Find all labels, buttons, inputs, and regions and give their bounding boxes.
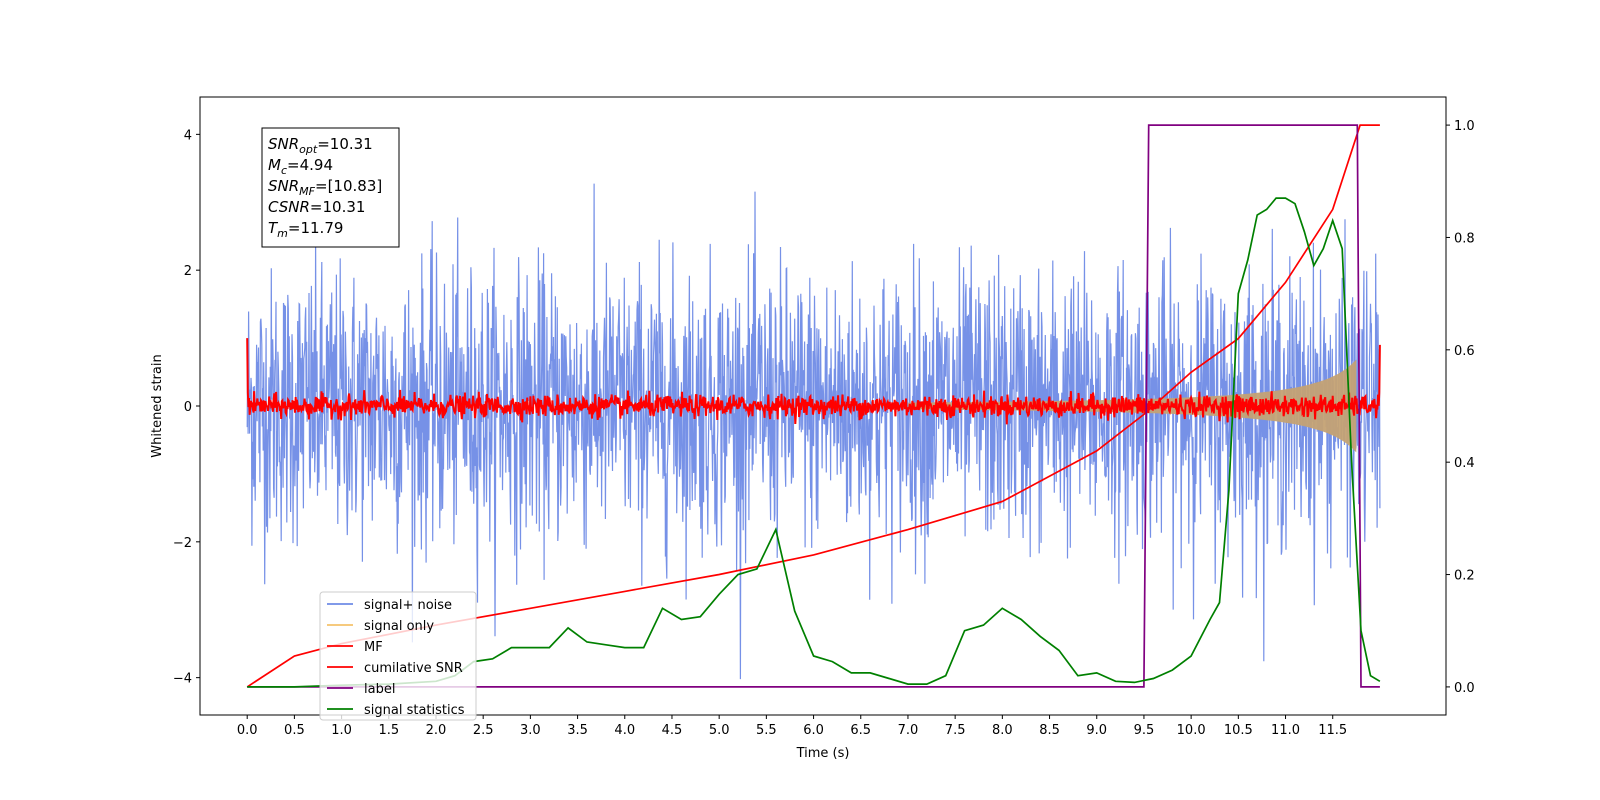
annotation-subscript: m (277, 227, 288, 240)
series-signal-statistics (247, 197, 1381, 688)
y-left-tick-label: 4 (184, 128, 192, 143)
x-tick-label: 9.5 (1134, 723, 1155, 738)
series-mf (246, 338, 1381, 425)
x-tick-label: 5.0 (709, 723, 730, 738)
annotation-line: Mc=4.94 (268, 156, 333, 177)
annotation-value: =10.31 (317, 135, 373, 153)
annotation-frame (261, 127, 400, 248)
x-tick-label: 0.5 (284, 723, 305, 738)
x-tick-label: 8.5 (1039, 723, 1060, 738)
x-tick-label: 7.0 (898, 723, 919, 738)
annotation-symbol: SNR (268, 177, 299, 195)
x-tick-label: 10.0 (1177, 723, 1206, 738)
x-tick-label: 4.5 (662, 723, 683, 738)
x-tick-label: 1.5 (378, 723, 399, 738)
annotation-line: SNRopt=10.31 (268, 135, 373, 156)
x-tick-label: 6.5 (850, 723, 871, 738)
x-tick-label: 7.5 (945, 723, 966, 738)
y-right-tick-label: 0.4 (1454, 456, 1475, 471)
annotation-value: =10.31 (310, 198, 366, 216)
legend: signal+ noise signal only MF cumilative SNR… (319, 591, 477, 721)
annotation-line: CSNR=10.31 (268, 198, 365, 216)
x-tick-label: 2.5 (473, 723, 494, 738)
annotation-symbol: SNR (268, 135, 299, 153)
annotation-subscript: c (281, 164, 287, 177)
y-left-tick-label: 0 (184, 400, 192, 415)
annotation-box: SNRopt=10.31Mc=4.94SNRMF=[10.83]CSNR=10.… (261, 127, 400, 248)
y-left-tick-label: 2 (184, 264, 192, 279)
x-axis-label: Time (s) (796, 746, 850, 761)
x-tick-label: 0.0 (237, 723, 258, 738)
y-left-tick-label: −4 (173, 672, 192, 687)
annotation-line: Tm=11.79 (268, 219, 343, 240)
legend-label: label (364, 682, 395, 697)
axis-ticks: 0.0 0.5 1.0 1.5 2.0 2.5 3.0 3.5 4.0 4.5 5.0 5.5 6.0 6… (173, 119, 1475, 738)
legend-label: MF (364, 640, 383, 655)
x-tick-label: 3.0 (520, 723, 541, 738)
legend-label: cumilative SNR (364, 661, 463, 676)
annotation-subscript: opt (299, 143, 318, 156)
legend-label: signal+ noise (364, 598, 452, 613)
y-right-tick-label: 0.2 (1454, 569, 1475, 584)
y-right-tick-label: 1.0 (1454, 119, 1475, 134)
x-tick-label: 3.5 (567, 723, 588, 738)
x-tick-label: 4.0 (614, 723, 635, 738)
series-label (247, 124, 1380, 688)
x-tick-label: 6.0 (803, 723, 824, 738)
annotation-symbol: T (268, 219, 279, 237)
y-right-tick-label: 0.0 (1454, 681, 1475, 696)
legend-label: signal statistics (364, 703, 465, 718)
y-right-tick-label: 0.8 (1454, 231, 1475, 246)
x-tick-label: 10.5 (1224, 723, 1253, 738)
legend-label: signal only (364, 619, 434, 634)
annotation-value: =4.94 (287, 156, 333, 174)
x-tick-label: 8.0 (992, 723, 1013, 738)
annotation-line: SNRMF=[10.83] (268, 177, 382, 198)
x-tick-label: 11.5 (1318, 723, 1347, 738)
x-tick-label: 2.0 (426, 723, 447, 738)
annotation-subscript: MF (299, 185, 315, 198)
y-left-tick-label: −2 (173, 536, 192, 551)
series-signal-noise (246, 183, 1381, 680)
annotation-symbol: M (268, 156, 281, 174)
legend-frame (319, 591, 477, 721)
x-tick-label: 1.0 (331, 723, 352, 738)
y-axis-label-left: Whitened strain (150, 354, 165, 457)
annotation-value: =11.79 (288, 219, 344, 237)
annotation-value: =[10.83] (315, 177, 382, 195)
y-right-tick-label: 0.6 (1454, 344, 1475, 359)
x-tick-label: 11.0 (1271, 723, 1300, 738)
annotation-symbol: CSNR (268, 198, 310, 216)
x-tick-label: 5.5 (756, 723, 777, 738)
x-tick-label: 9.0 (1086, 723, 1107, 738)
